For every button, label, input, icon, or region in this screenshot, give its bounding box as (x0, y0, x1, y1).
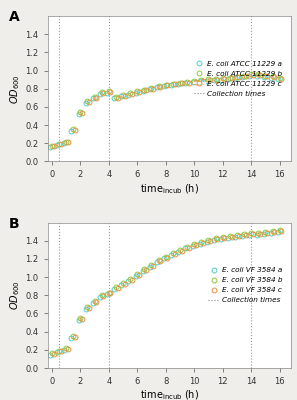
Text: B: B (9, 217, 19, 231)
X-axis label: time$_{\mathregular{incub}}$ (h): time$_{\mathregular{incub}}$ (h) (140, 389, 199, 400)
Legend: E. coli VF 3584 a, E. coli VF 3584 b, E. coli VF 3584 c, Collection times: E. coli VF 3584 a, E. coli VF 3584 b, E.… (208, 267, 282, 303)
Legend: E. coli ATCC 11229 a, E. coli ATCC 11229 b, E. coli ATCC 11229 c, Collection tim: E. coli ATCC 11229 a, E. coli ATCC 11229… (194, 61, 282, 97)
Text: A: A (9, 10, 19, 24)
X-axis label: time$_{\mathregular{incub}}$ (h): time$_{\mathregular{incub}}$ (h) (140, 182, 199, 196)
Y-axis label: OD$_{600}$: OD$_{600}$ (9, 280, 23, 310)
Y-axis label: OD$_{600}$: OD$_{600}$ (9, 74, 23, 104)
